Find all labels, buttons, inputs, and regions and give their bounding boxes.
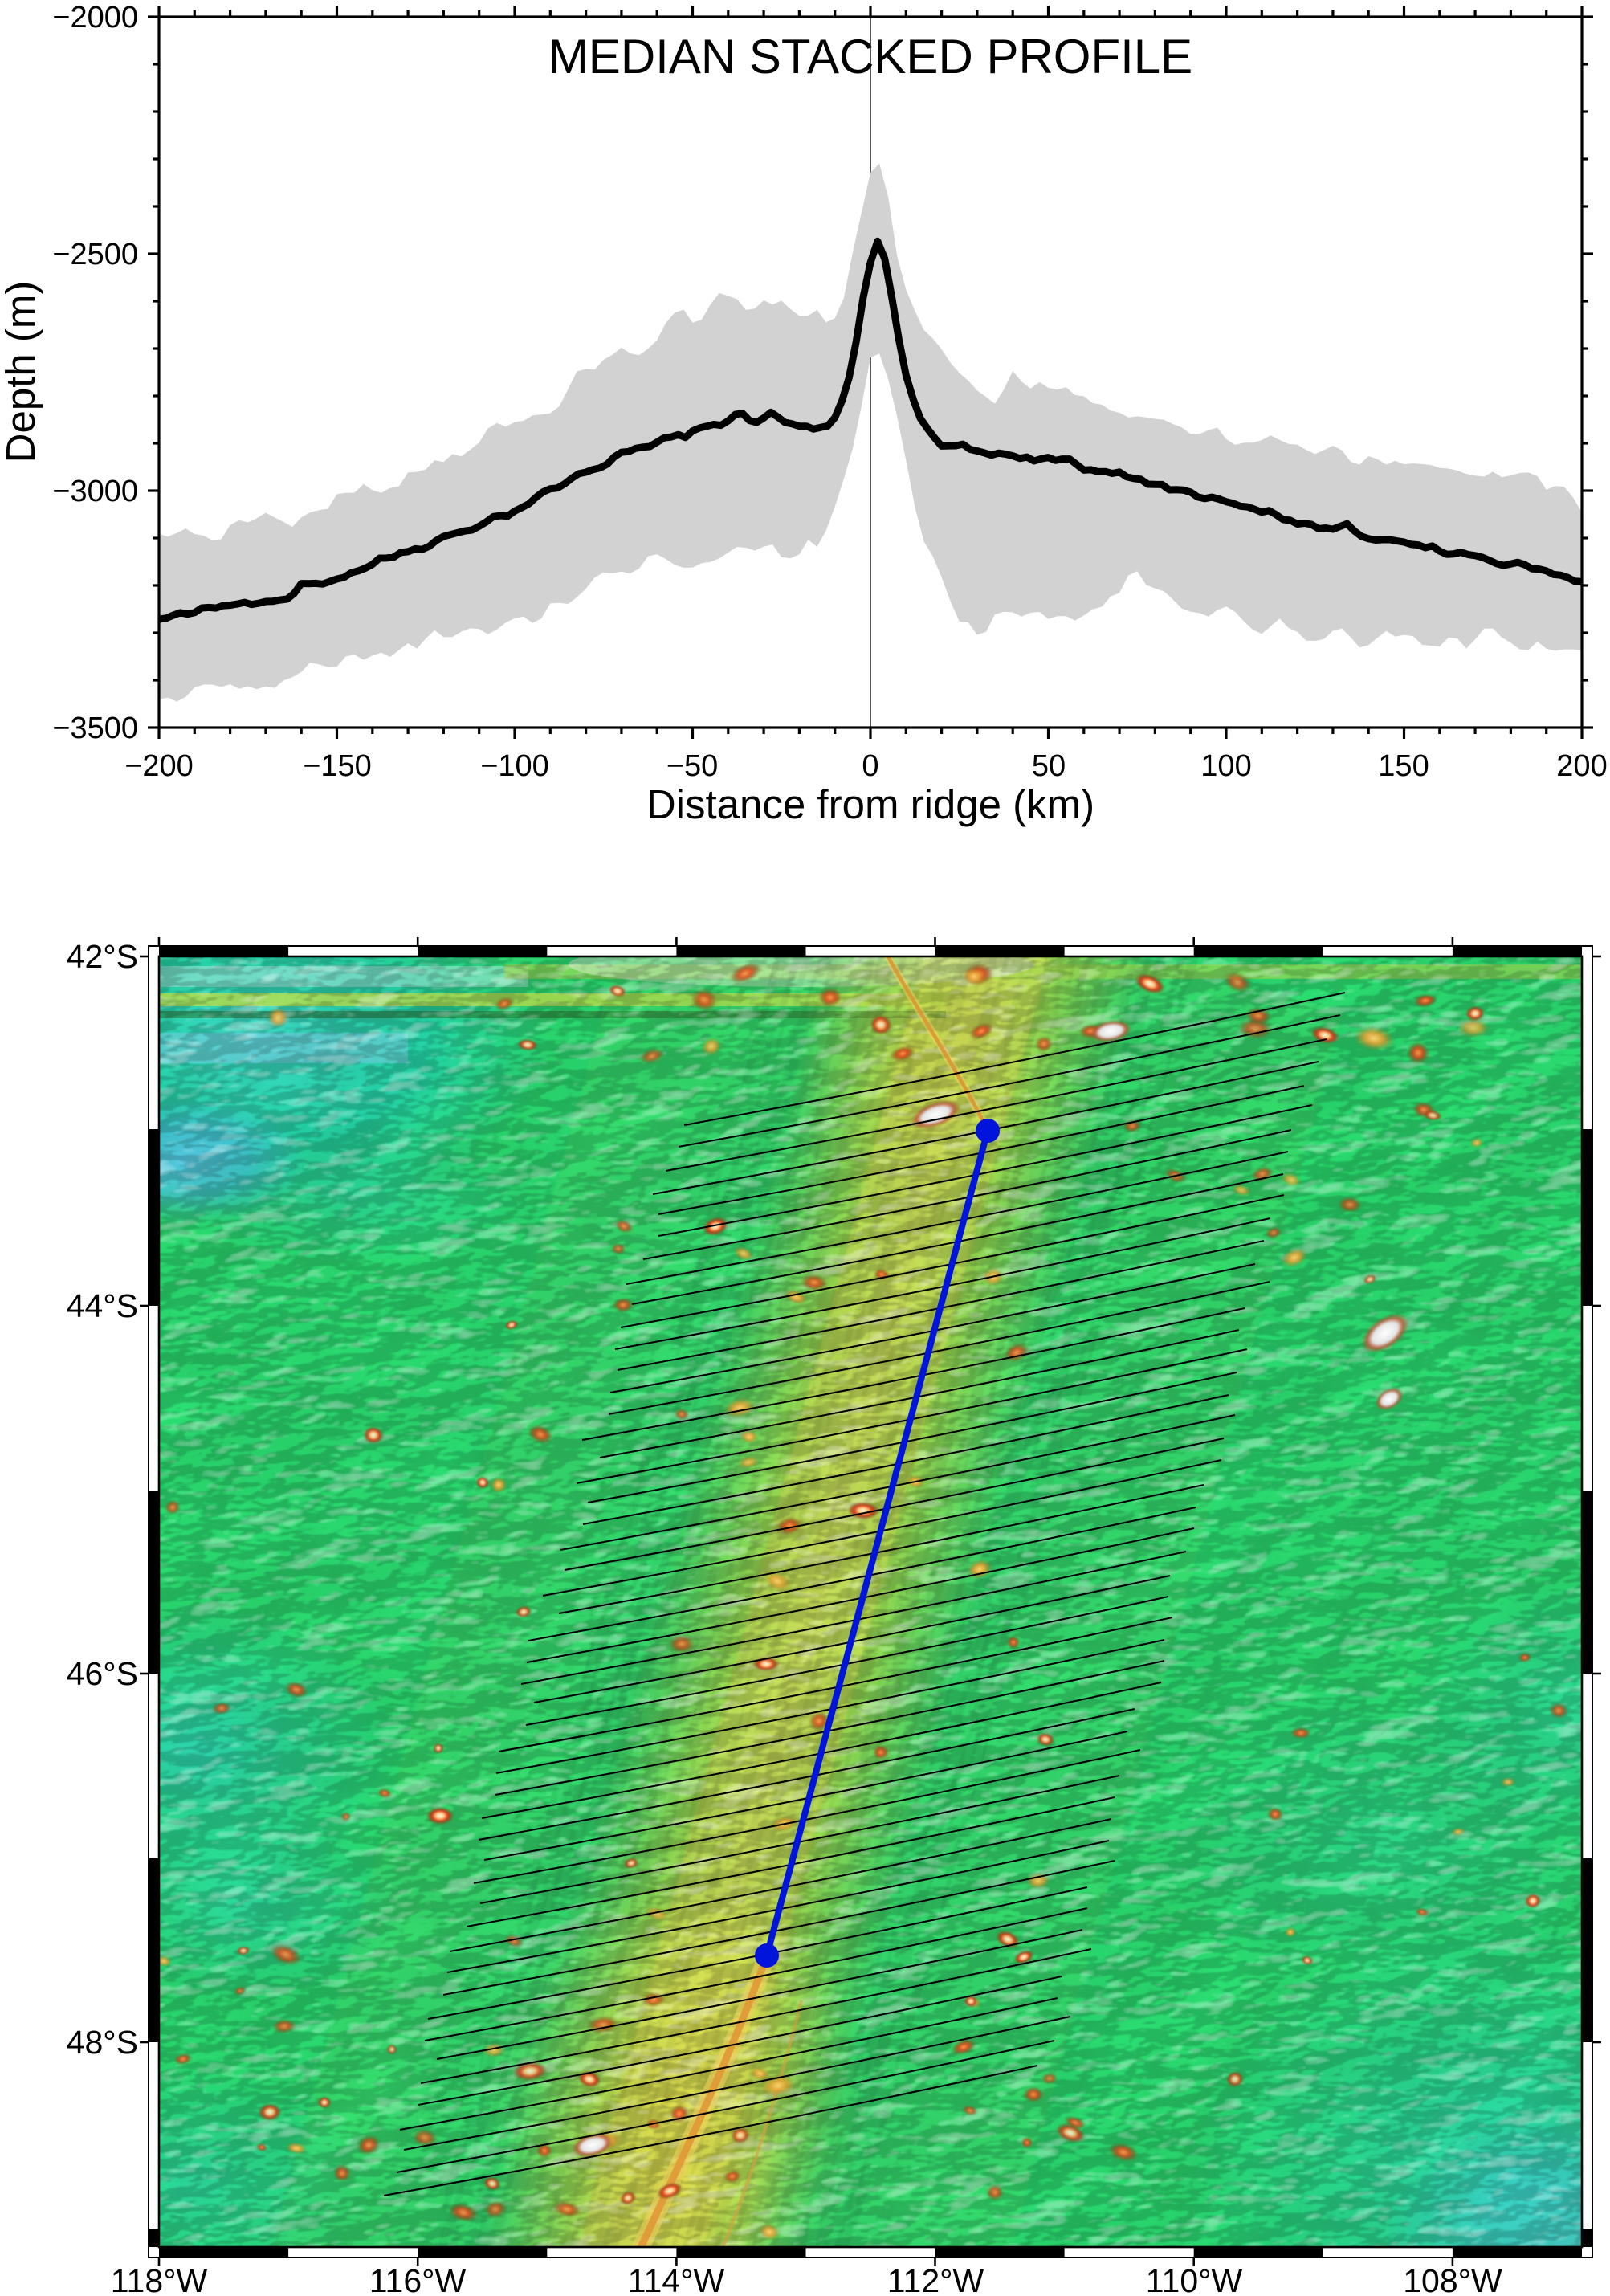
svg-text:Depth (m): Depth (m)	[0, 281, 43, 463]
svg-text:−2500: −2500	[52, 238, 138, 271]
svg-text:Distance from ridge (km): Distance from ridge (km)	[646, 781, 1094, 827]
svg-text:48°S: 48°S	[67, 2024, 138, 2061]
svg-text:100: 100	[1200, 749, 1251, 783]
svg-text:114°W: 114°W	[628, 2262, 725, 2296]
svg-text:−150: −150	[303, 749, 372, 783]
svg-text:200: 200	[1556, 749, 1607, 783]
svg-text:108°W: 108°W	[1403, 2262, 1502, 2296]
svg-text:0: 0	[862, 749, 878, 783]
svg-text:116°W: 116°W	[369, 2262, 467, 2296]
svg-text:46°S: 46°S	[67, 1655, 138, 1692]
svg-text:150: 150	[1378, 749, 1429, 783]
svg-text:50: 50	[1032, 749, 1066, 783]
svg-text:−2000: −2000	[52, 1, 138, 35]
svg-text:44°S: 44°S	[67, 1287, 138, 1324]
svg-text:112°W: 112°W	[887, 2262, 984, 2296]
svg-text:−200: −200	[124, 749, 194, 783]
svg-text:MEDIAN STACKED PROFILE: MEDIAN STACKED PROFILE	[548, 30, 1192, 84]
svg-text:−3500: −3500	[52, 712, 138, 745]
svg-text:−3000: −3000	[52, 475, 138, 508]
svg-text:42°S: 42°S	[67, 938, 138, 975]
svg-text:−100: −100	[480, 749, 549, 783]
svg-text:118°W: 118°W	[111, 2262, 208, 2296]
svg-text:−50: −50	[666, 749, 718, 783]
svg-text:110°W: 110°W	[1146, 2262, 1243, 2296]
